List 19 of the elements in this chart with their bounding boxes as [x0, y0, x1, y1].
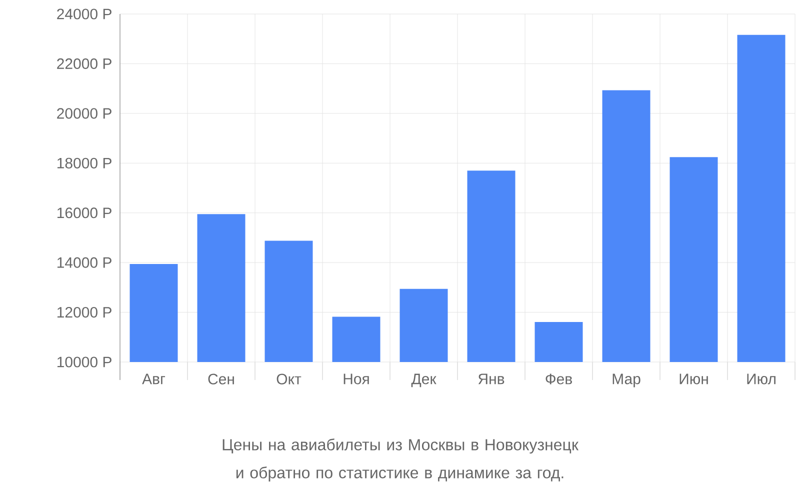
x-tick-label: Июл: [747, 374, 776, 384]
y-tick-label: 12000 Р: [57, 306, 112, 318]
x-tick-label: Ноя: [344, 374, 369, 384]
x-tick-label: Авг: [142, 374, 166, 384]
x-tick-label: Фев: [546, 374, 572, 384]
y-tick-label: 18000 Р: [57, 158, 112, 168]
y-tick-label: 14000 Р: [57, 257, 112, 268]
x-tick-label: Мар: [612, 374, 640, 388]
y-tick-label: 20000 Р: [57, 108, 112, 119]
x-tick-label: Сен: [208, 374, 234, 384]
x-tick-label: Дек: [411, 374, 436, 388]
x-tick-label: Июн: [680, 374, 708, 384]
x-tick-label: Янв: [478, 374, 504, 384]
text: Цены на авиабилеты из Москвы в Новокузнецк и обратно по статистике в динамике за год.: [222, 438, 579, 482]
y-tick-label: 22000 Р: [57, 58, 112, 70]
x-tick-label: Окт: [276, 374, 302, 384]
y-tick-label: 10000 Р: [57, 356, 112, 368]
y-tick-label: 24000 Р: [57, 8, 112, 20]
y-tick-label: 16000 Р: [57, 208, 112, 218]
